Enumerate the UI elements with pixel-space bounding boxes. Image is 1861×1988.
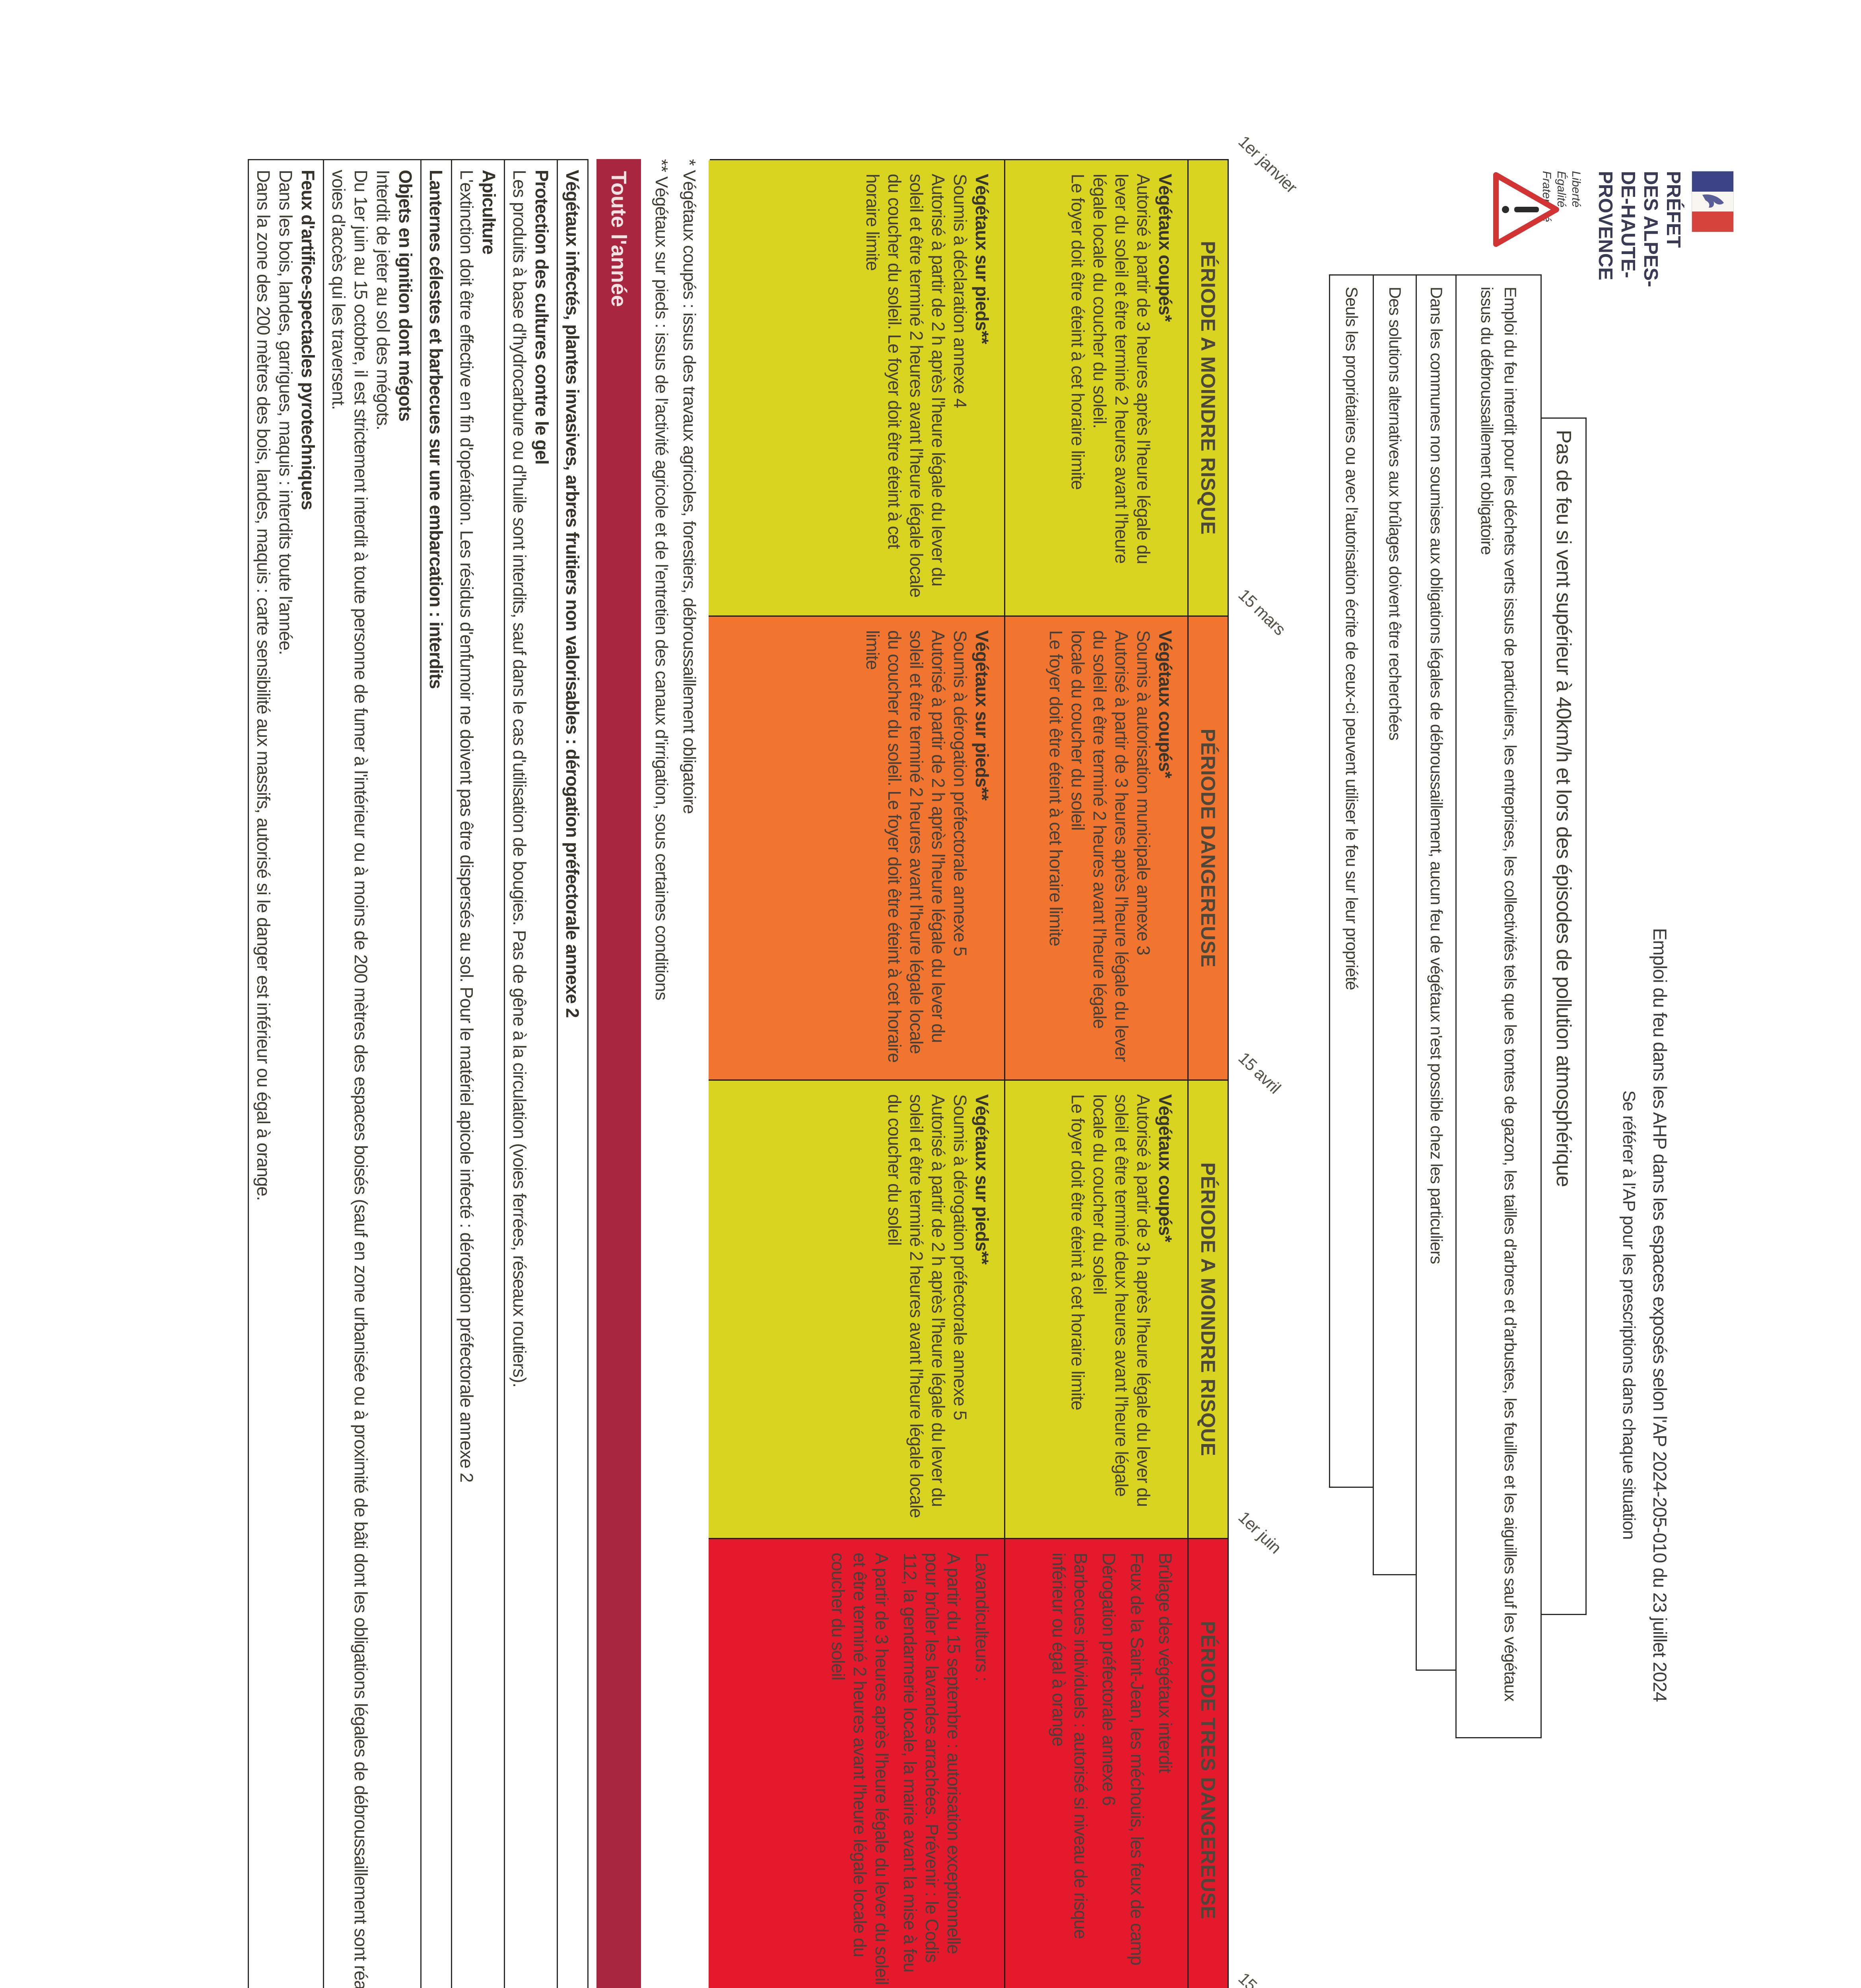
row-title: Feux d'artifice-spectacles pyrotechnique… (298, 170, 318, 510)
year-round-table: Végétaux infectés, plantes invasives, ar… (248, 159, 589, 1988)
cell-cut-period4: Brûlage des végétaux interdit Feux de la… (1005, 1538, 1189, 1988)
cell-title: Végétaux coupés* (1155, 1094, 1175, 1242)
warning-triangle-icon (1491, 172, 1560, 247)
condition-row: Dans les communes non soumises aux oblig… (1416, 274, 1457, 1671)
year-round-row-sky-lanterns: Lanternes célestes et barbecues sur une … (422, 160, 452, 1988)
period-header: PÉRIODE A MOINDRE RISQUE (1189, 160, 1228, 615)
condition-row: Emploi du feu interdit pour les déchets … (1455, 274, 1542, 1738)
condition-row: Seuls les propriétaires ou avec l'autori… (1329, 274, 1374, 1488)
row-title: Protection des cultures contre le gel (532, 170, 552, 464)
cell-text: A partir de 3 heures après l'heure légal… (828, 1553, 892, 1985)
period-table: PÉRIODE A MOINDRE RISQUE PÉRIODE DANGERE… (709, 159, 1229, 1988)
period-header: PÉRIODE TRES DANGEREUSE (1189, 1538, 1228, 1988)
cell-text: Le foyer doit être éteint à cet horaire … (1046, 630, 1066, 946)
cell-text: Le foyer doit être éteint à cet horaire … (1068, 174, 1088, 490)
footnote-standing: ** Végétaux sur pieds : issus de l'activ… (652, 159, 671, 1000)
cell-cut-period3: Végétaux coupés* Autorisé à partir de 3 … (1005, 1079, 1189, 1538)
date-label: 1er juin (1235, 1507, 1285, 1557)
period-header: PÉRIODE DANGEREUSE (1189, 615, 1228, 1079)
year-round-row-frost-protection: Protection des cultures contre le gel Le… (505, 160, 558, 1988)
row-title: Végétaux infectés, plantes invasives, ar… (562, 170, 583, 1018)
cell-text: Autorisé à partir de 3 heures après l'he… (1068, 630, 1132, 1062)
cell-standing-period2: Végétaux sur pieds** Soumis à dérogation… (709, 615, 1005, 1079)
condition-text: Seuls les propriétaires ou avec l'autori… (1342, 287, 1361, 990)
condition-text: Dans les communes non soumises aux oblig… (1427, 287, 1446, 1264)
cell-text: Soumis à dérogation préfectorale annexe … (950, 1094, 970, 1420)
cell-text: Soumis à déclaration annexe 4 (950, 174, 970, 408)
year-round-row-beekeeping: Apiculture L'extinction doit être effect… (452, 160, 505, 1988)
cell-text: Barbecues individuels : autorisé si nive… (1049, 1553, 1091, 1939)
condition-text: Des solutions alternatives aux brûlages … (1385, 287, 1404, 740)
year-round-row-infected-plants: Végétaux infectés, plantes invasives, ar… (558, 160, 587, 1988)
cell-text: Autorisé à partir de 2 h après l'heure l… (863, 630, 948, 1063)
period-header: PÉRIODE A MOINDRE RISQUE (1189, 1079, 1228, 1538)
page-title: Emploi du feu dans les AHP dans les espa… (1649, 928, 1671, 1702)
cell-text: Lavandiculteurs : (972, 1553, 992, 1681)
condition-row: Des solutions alternatives aux brûlages … (1373, 274, 1417, 1575)
agency-line: PROVENCE (1595, 171, 1616, 281)
cell-title: Végétaux sur pieds** (972, 1094, 992, 1264)
date-label: 15 octobre (1235, 1969, 1302, 1988)
condition-text: Pas de feu si vent supérieur à 40km/h et… (1552, 430, 1575, 1187)
cell-title: Végétaux coupés* (1155, 174, 1175, 322)
row-text: Interdit de jeter au sol des mégots. (373, 170, 393, 430)
cell-text: Feux de la Saint-Jean, les méchouis, les… (1127, 1553, 1147, 1965)
condition-text: Emploi du feu interdit pour les déchets … (1478, 287, 1520, 1701)
footnote-cut: * Végétaux coupés : issus des travaux ag… (680, 159, 699, 814)
row-title: Objets en ignition dont mégots (395, 170, 416, 421)
row-text: Les produits à base d'hydrocarbure ou d'… (509, 170, 530, 1388)
cell-text: Le foyer doit être éteint à cet horaire … (1068, 1094, 1088, 1410)
cell-standing-period1: Végétaux sur pieds** Soumis à déclaratio… (709, 160, 1005, 615)
french-flag-icon (1692, 171, 1734, 232)
row-text: Dans la zone des 200 mètres des bois, la… (253, 170, 274, 1201)
condition-row-wind: Pas de feu si vent supérieur à 40km/h et… (1540, 417, 1587, 1615)
cell-text: Soumis à autorisation municipale annexe … (1133, 630, 1154, 955)
date-label: 15 avril (1235, 1048, 1284, 1097)
cell-text: Autorisé à partir de 2 h après l'heure l… (863, 174, 948, 598)
cell-text: Dérogation préfectorale annexe 6 (1099, 1553, 1119, 1806)
cell-cut-period2: Végétaux coupés* Soumis à autorisation m… (1005, 615, 1189, 1079)
row-text: Dans les bois, landes, garrigues, maquis… (276, 170, 296, 655)
cell-title: Végétaux sur pieds** (972, 174, 992, 344)
row-title: Apiculture (479, 170, 499, 254)
year-round-row-fireworks: Feux d'artifice-spectacles pyrotechnique… (249, 160, 324, 1988)
cell-text: Brûlage des végétaux interdit (1155, 1553, 1175, 1773)
cell-text: Autorisé à partir de 3 h après l'heure l… (1090, 1094, 1154, 1507)
cell-text: Soumis à dérogation préfectorale annexe … (950, 630, 970, 956)
prefecture-logo: PRÉFET DES ALPES- DE-HAUTE- PROVENCE Lib… (1539, 171, 1734, 287)
page-subtitle: Se référer à l'AP pour les prescriptions… (1619, 1090, 1639, 1540)
row-text: L'extinction doit être effective en fin … (457, 170, 477, 1483)
cell-text: Autorisé à partir de 3 heures après l'he… (1090, 174, 1154, 564)
year-round-banner: Toute l'année (596, 159, 641, 1988)
year-round-banner-label: Toute l'année (607, 171, 631, 307)
row-text: Du 1er juin au 15 octobre, il est strict… (328, 170, 371, 1988)
row-title: Lanternes célestes et barbecues sur une … (426, 170, 446, 689)
date-label: 15 mars (1235, 585, 1290, 639)
motto-line: Liberté (1570, 171, 1583, 208)
cell-standing-period3: Végétaux sur pieds** Soumis à dérogation… (709, 1079, 1005, 1538)
page-title-block: Emploi du feu dans les AHP dans les espa… (1619, 0, 1671, 1988)
date-label: 1er janvier (1235, 132, 1301, 197)
cell-standing-period4: Lavandiculteurs : A partir du 15 septemb… (709, 1538, 1005, 1988)
cell-text: Autorisé à partir de 2 h après l'heure l… (884, 1094, 948, 1518)
cell-title: Végétaux sur pieds** (972, 630, 992, 800)
cell-cut-period1: Végétaux coupés* Autorisé à partir de 3 … (1005, 160, 1189, 615)
year-round-row-ignition-objects: Objets en ignition dont mégots Interdit … (324, 160, 422, 1988)
cell-text: A partir du 15 septembre : autorisation … (900, 1553, 964, 1972)
cell-title: Végétaux coupés* (1155, 630, 1175, 778)
